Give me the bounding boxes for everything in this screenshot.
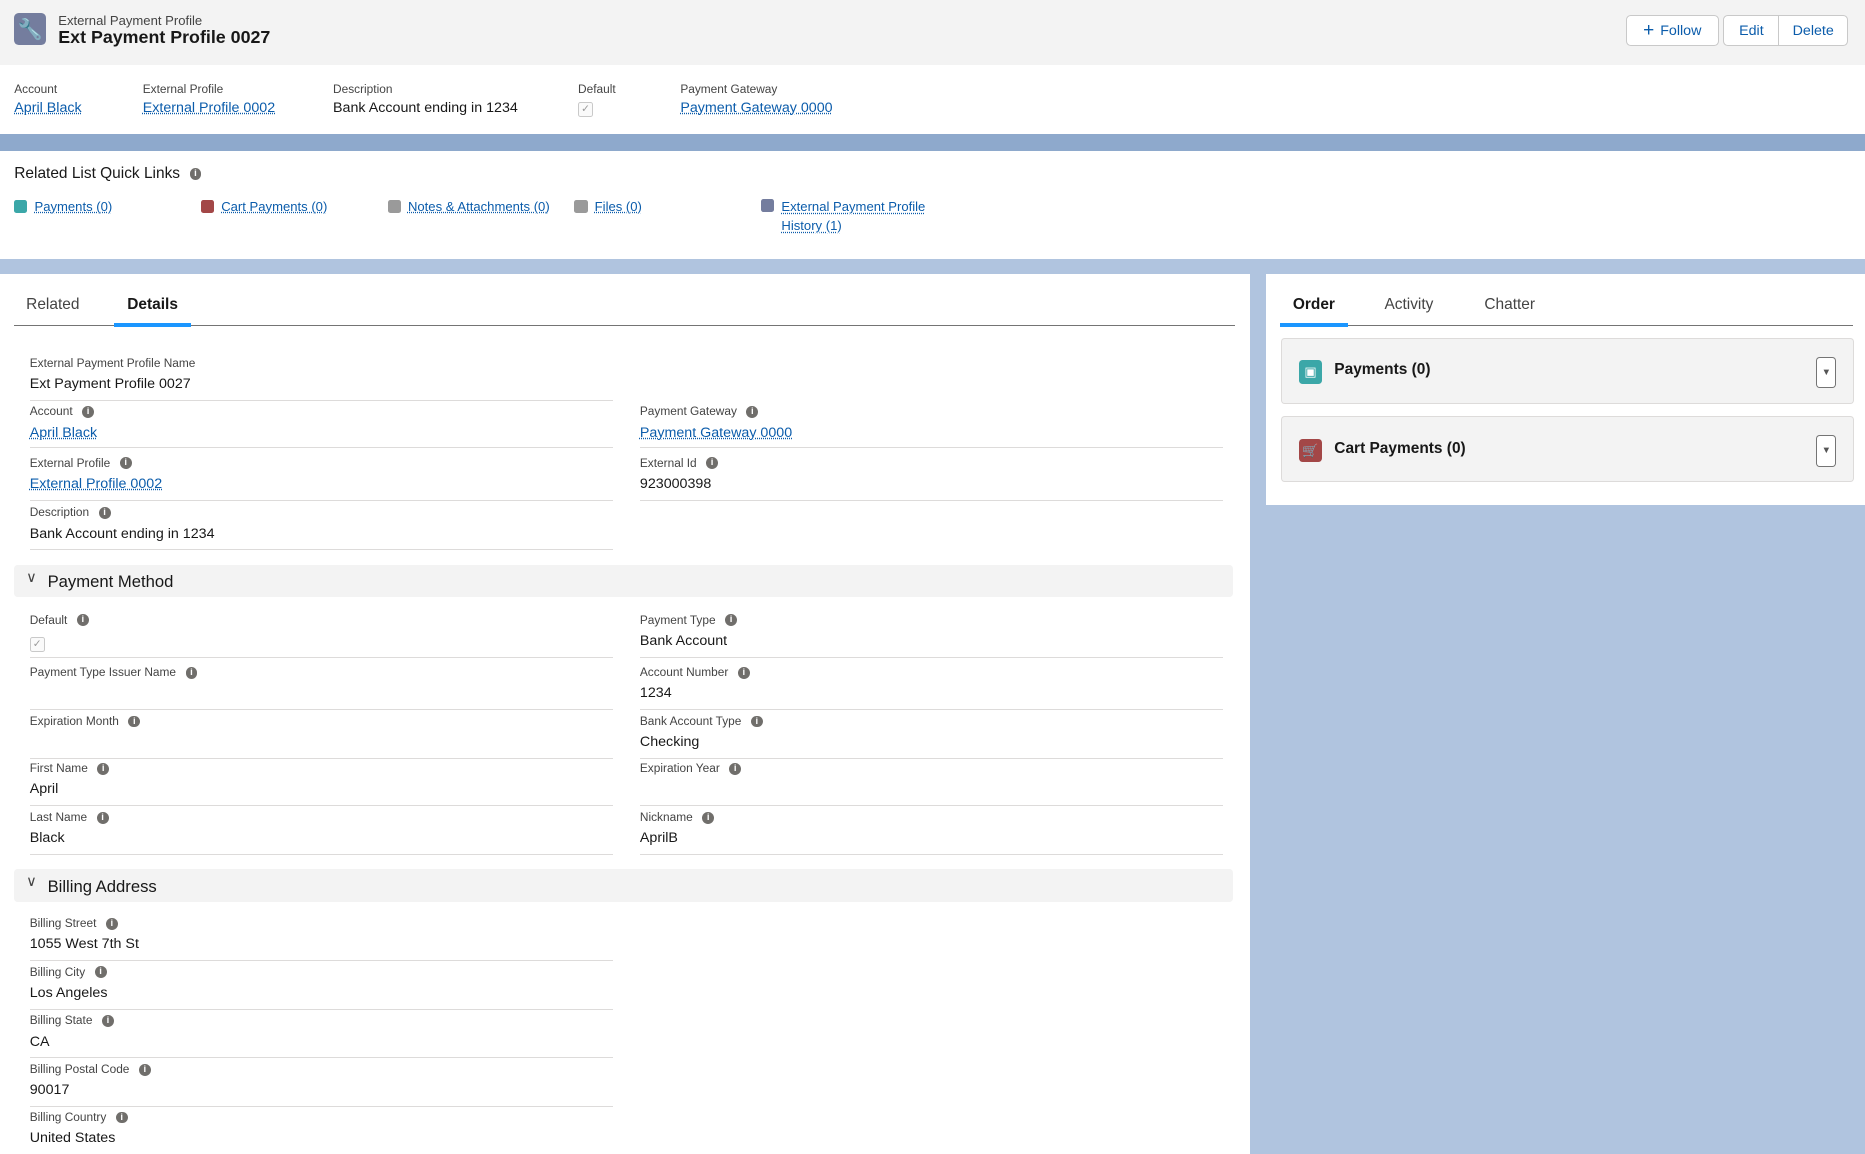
info-icon[interactable]: i xyxy=(189,168,202,181)
chevron-down-icon: ∨ xyxy=(26,874,37,891)
info-icon[interactable]: i xyxy=(185,666,198,679)
field-payment-gateway: Payment Gateway i Payment Gateway 0000 xyxy=(639,401,1223,449)
field-name: External Payment Profile Name Ext Payment… xyxy=(29,352,613,401)
notes-icon xyxy=(387,199,401,213)
field-external-id: External Id i 923000398 xyxy=(639,452,1223,501)
related-card-payments: ▣ Payments (0) ▼ xyxy=(1280,337,1854,404)
info-icon[interactable]: i xyxy=(729,763,742,775)
field-last-name: Last Name i Black xyxy=(29,806,613,855)
tab-bar: Order Activity Chatter xyxy=(1279,274,1854,328)
highlights-panel: Account April Black External Profile Ext… xyxy=(0,65,1865,135)
external-profile-link[interactable]: External Profile 0002 xyxy=(29,475,163,492)
page-title: Ext Payment Profile 0027 xyxy=(58,27,271,48)
chevron-down-icon: ∨ xyxy=(26,569,37,586)
tab-bar: Related Details xyxy=(14,274,1235,328)
account-link[interactable]: April Black xyxy=(29,424,98,441)
field-billing-city: Billing City i Los Angeles xyxy=(29,961,613,1010)
wrench-icon xyxy=(761,198,775,212)
info-icon[interactable]: i xyxy=(115,1111,128,1124)
default-checkbox: ✓ xyxy=(29,635,45,653)
quick-links-title: Related List Quick Links i xyxy=(14,165,202,183)
field-bank-account-type: Bank Account Type i Checking xyxy=(639,710,1223,759)
field-billing-street: Billing Street i 1055 West 7th St xyxy=(29,912,613,961)
delete-button[interactable]: Delete xyxy=(1778,15,1849,47)
related-list-quick-links: Related List Quick Links i Payments (0) C… xyxy=(0,151,1865,260)
info-icon[interactable]: i xyxy=(725,614,737,627)
quick-link-history[interactable]: External Payment Profile History (1) xyxy=(761,197,939,235)
info-icon[interactable]: i xyxy=(746,406,759,419)
field-account-number: Account Number i 1234 xyxy=(639,661,1223,710)
highlight-label: External Profile xyxy=(142,82,224,97)
tab-activity[interactable]: Activity xyxy=(1384,296,1434,314)
plus-icon: + xyxy=(1643,19,1655,41)
info-icon[interactable]: i xyxy=(101,1015,114,1028)
field-billing-country: Billing Country i United States xyxy=(29,1106,613,1154)
banner-divider xyxy=(0,134,1865,152)
tab-details[interactable]: Details xyxy=(114,296,191,328)
info-icon[interactable]: i xyxy=(105,917,118,930)
highlight-external-profile-link[interactable]: External Profile 0002 xyxy=(142,99,276,116)
follow-button[interactable]: + Follow xyxy=(1625,15,1719,47)
record-header: 🔧 External Payment Profile Ext Payment P… xyxy=(0,0,1865,66)
default-checkbox: ✓ xyxy=(578,100,594,117)
info-icon[interactable]: i xyxy=(97,763,110,775)
payments-icon: ▣ xyxy=(1298,360,1323,384)
payment-gateway-link[interactable]: Payment Gateway 0000 xyxy=(639,424,793,441)
info-icon[interactable]: i xyxy=(94,966,107,979)
info-icon[interactable]: i xyxy=(702,811,715,824)
card-title[interactable]: Payments (0) xyxy=(1334,361,1431,379)
field-description: Description i Bank Account ending in 1234 xyxy=(29,502,613,551)
cart-icon: 🛒 xyxy=(1298,438,1323,463)
field-issuer-name: Payment Type Issuer Name i xyxy=(29,661,613,710)
field-expiration-month: Expiration Month i xyxy=(29,710,613,759)
tab-chatter[interactable]: Chatter xyxy=(1484,296,1536,314)
field-external-profile: External Profile i External Profile 0002 xyxy=(29,452,613,501)
highlight-description: Bank Account ending in 1234 xyxy=(333,99,518,116)
info-icon[interactable]: i xyxy=(737,666,750,679)
dropdown-button[interactable]: ▼ xyxy=(1816,356,1837,389)
related-card-cart-payments: 🛒 Cart Payments (0) ▼ xyxy=(1280,416,1854,483)
details-panel: Related Details External Payment Profile… xyxy=(0,273,1251,1154)
info-icon[interactable]: i xyxy=(138,1064,151,1076)
quick-link-cart-payments[interactable]: Cart Payments (0) xyxy=(201,199,327,214)
highlight-label: Default xyxy=(578,82,616,97)
field-first-name: First Name i April xyxy=(29,758,613,807)
payments-icon xyxy=(14,199,28,213)
tab-related[interactable]: Related xyxy=(26,296,80,314)
field-nickname: Nickname i AprilB xyxy=(639,806,1223,855)
tab-order[interactable]: Order xyxy=(1279,296,1349,328)
highlight-label: Payment Gateway xyxy=(680,82,778,97)
info-icon[interactable]: i xyxy=(76,614,89,627)
field-default: Default i ✓ xyxy=(29,609,613,658)
quick-link-notes-attachments[interactable]: Notes & Attachments (0) xyxy=(387,199,550,214)
dropdown-button[interactable]: ▼ xyxy=(1816,435,1837,467)
related-panel: Order Activity Chatter ▣ Payments (0) ▼ … xyxy=(1265,273,1865,506)
field-payment-type: Payment Type i Bank Account xyxy=(639,609,1223,658)
field-expiration-year: Expiration Year i xyxy=(639,758,1223,807)
object-type: External Payment Profile xyxy=(58,13,203,29)
cart-icon xyxy=(201,199,215,213)
quick-link-payments[interactable]: Payments (0) xyxy=(14,199,112,214)
info-icon[interactable]: i xyxy=(128,715,141,728)
field-billing-state: Billing State i CA xyxy=(29,1010,613,1059)
quick-link-files[interactable]: Files (0) xyxy=(574,199,642,214)
file-icon xyxy=(574,199,588,213)
field-billing-postal-code: Billing Postal Code i 90017 xyxy=(29,1059,613,1108)
field-account: Account i April Black xyxy=(29,401,613,449)
info-icon[interactable]: i xyxy=(706,457,719,470)
info-icon[interactable]: i xyxy=(82,406,95,419)
highlight-account-link[interactable]: April Black xyxy=(14,99,82,116)
section-billing-address[interactable]: ∨ Billing Address xyxy=(14,869,1234,902)
section-payment-method[interactable]: ∨ Payment Method xyxy=(14,564,1234,598)
info-icon[interactable]: i xyxy=(98,507,111,520)
wrench-icon: 🔧 xyxy=(14,13,47,46)
info-icon[interactable]: i xyxy=(96,811,109,824)
highlight-label: Description xyxy=(333,82,393,97)
card-title[interactable]: Cart Payments (0) xyxy=(1334,439,1466,457)
info-icon[interactable]: i xyxy=(119,457,132,470)
highlight-payment-gateway-link[interactable]: Payment Gateway 0000 xyxy=(680,99,833,116)
info-icon[interactable]: i xyxy=(750,715,763,728)
edit-button[interactable]: Edit xyxy=(1723,15,1780,47)
highlight-label: Account xyxy=(14,82,58,97)
